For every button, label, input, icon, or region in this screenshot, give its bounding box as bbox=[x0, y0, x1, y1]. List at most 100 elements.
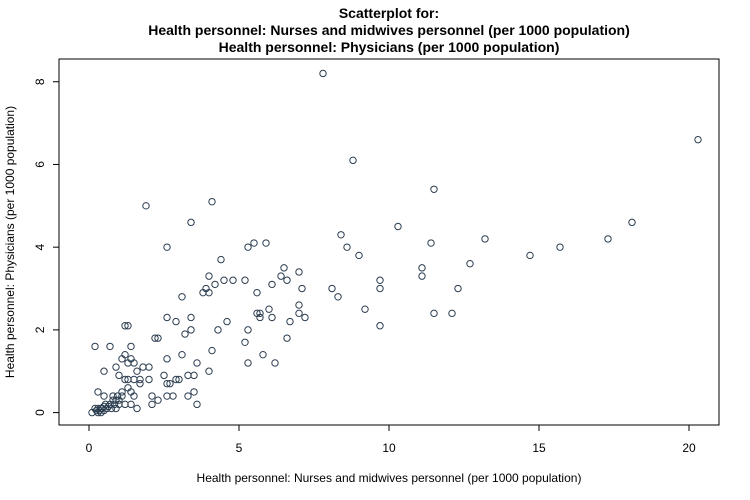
data-point-140 bbox=[430, 309, 438, 318]
data-point-106 bbox=[256, 309, 264, 318]
data-point-148 bbox=[628, 218, 636, 227]
data-point-70 bbox=[172, 317, 180, 326]
data-point-88 bbox=[205, 288, 213, 297]
x-tick-label-2: 10 bbox=[382, 441, 396, 455]
data-point-122 bbox=[298, 284, 306, 293]
data-point-61 bbox=[154, 396, 162, 404]
data-point-33 bbox=[121, 350, 129, 359]
data-point-129 bbox=[349, 156, 357, 165]
data-point-79 bbox=[187, 218, 195, 227]
x-axis: 0 5 10 15 20 bbox=[86, 425, 696, 455]
data-point-102 bbox=[244, 243, 252, 251]
data-point-98 bbox=[241, 338, 249, 346]
data-point-29 bbox=[106, 342, 114, 351]
data-point-53 bbox=[124, 384, 132, 392]
x-axis-label: Health personnel: Nurses and midwives pe… bbox=[197, 471, 582, 485]
data-point-93 bbox=[214, 326, 222, 334]
data-point-60 bbox=[154, 334, 162, 342]
data-point-67 bbox=[163, 243, 171, 251]
data-point-42 bbox=[136, 379, 144, 388]
data-point-57 bbox=[148, 392, 156, 400]
data-point-113 bbox=[271, 359, 279, 367]
data-point-132 bbox=[376, 276, 384, 284]
data-point-126 bbox=[334, 293, 342, 301]
data-point-22 bbox=[100, 392, 108, 400]
data-point-84 bbox=[193, 359, 201, 367]
data-point-95 bbox=[220, 276, 228, 284]
data-point-94 bbox=[217, 255, 225, 264]
y-tick-label-4: 8 bbox=[33, 78, 47, 85]
data-point-23 bbox=[94, 388, 102, 396]
data-point-103 bbox=[250, 239, 258, 247]
y-tick-label-1: 2 bbox=[33, 326, 47, 333]
data-point-78 bbox=[187, 326, 195, 334]
data-point-131 bbox=[361, 305, 369, 313]
data-point-56 bbox=[145, 375, 153, 384]
data-point-139 bbox=[430, 185, 438, 193]
data-point-137 bbox=[418, 272, 426, 280]
data-point-25 bbox=[112, 396, 120, 404]
data-point-68 bbox=[166, 379, 174, 388]
data-point-125 bbox=[328, 284, 336, 293]
data-point-58 bbox=[148, 400, 156, 409]
data-point-76 bbox=[184, 392, 192, 400]
data-point-30 bbox=[112, 363, 120, 371]
data-point-147 bbox=[604, 235, 612, 243]
data-point-116 bbox=[283, 276, 291, 284]
data-point-120 bbox=[295, 301, 303, 309]
data-point-118 bbox=[286, 317, 294, 326]
data-point-80 bbox=[187, 313, 195, 322]
data-point-26 bbox=[118, 388, 126, 396]
data-point-34 bbox=[121, 322, 129, 330]
data-point-39 bbox=[130, 359, 138, 367]
data-point-51 bbox=[118, 392, 126, 400]
data-point-69 bbox=[169, 392, 177, 400]
data-points bbox=[88, 69, 702, 417]
data-point-74 bbox=[181, 330, 189, 338]
data-point-117 bbox=[283, 334, 291, 342]
y-tick-label-2: 4 bbox=[33, 244, 47, 251]
data-point-63 bbox=[163, 379, 171, 388]
x-tick-label-0: 0 bbox=[86, 441, 93, 455]
data-point-112 bbox=[268, 313, 276, 322]
data-point-115 bbox=[280, 264, 288, 272]
data-point-45 bbox=[121, 400, 129, 409]
data-point-149 bbox=[694, 135, 702, 144]
x-tick-label-3: 15 bbox=[532, 441, 546, 455]
data-point-110 bbox=[265, 305, 273, 313]
x-tick-label-1: 5 bbox=[236, 441, 243, 455]
data-point-82 bbox=[190, 388, 198, 396]
data-point-114 bbox=[277, 272, 285, 280]
data-point-31 bbox=[115, 371, 123, 380]
data-point-97 bbox=[229, 276, 237, 284]
data-point-124 bbox=[319, 69, 327, 78]
data-point-37 bbox=[127, 342, 135, 351]
data-point-52 bbox=[121, 375, 129, 384]
data-point-43 bbox=[139, 363, 147, 371]
data-point-109 bbox=[262, 239, 270, 247]
data-point-64 bbox=[163, 392, 171, 400]
data-point-142 bbox=[454, 284, 462, 293]
data-point-59 bbox=[151, 334, 159, 342]
chart-subtitle-line-1: Health personnel: Nurses and midwives pe… bbox=[148, 22, 630, 38]
data-point-107 bbox=[256, 313, 264, 322]
data-point-17 bbox=[110, 400, 119, 409]
data-point-55 bbox=[145, 363, 153, 371]
data-point-83 bbox=[193, 400, 201, 409]
data-point-72 bbox=[175, 375, 183, 384]
data-point-143 bbox=[466, 260, 474, 268]
data-point-46 bbox=[127, 400, 135, 409]
data-point-130 bbox=[355, 251, 363, 260]
data-point-75 bbox=[178, 350, 186, 359]
data-point-108 bbox=[259, 350, 267, 359]
data-point-121 bbox=[295, 309, 303, 318]
data-point-104 bbox=[253, 288, 261, 297]
data-point-71 bbox=[172, 375, 180, 384]
data-point-144 bbox=[481, 235, 489, 243]
data-point-145 bbox=[526, 251, 534, 260]
x-tick-label-4: 20 bbox=[682, 441, 696, 455]
data-point-66 bbox=[163, 313, 171, 322]
y-tick-label-3: 6 bbox=[33, 161, 47, 168]
data-point-99 bbox=[241, 276, 249, 284]
data-point-81 bbox=[190, 371, 198, 380]
